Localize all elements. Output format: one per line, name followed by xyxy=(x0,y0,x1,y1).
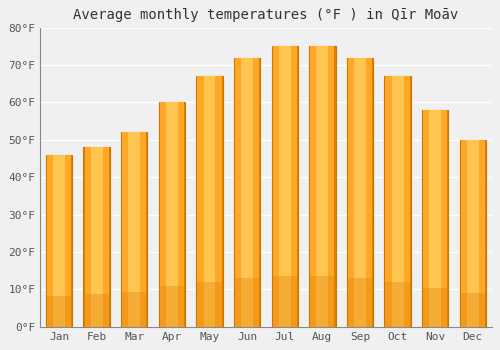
Bar xyxy=(310,46,334,327)
Bar xyxy=(122,132,146,327)
Bar xyxy=(272,46,298,327)
Bar xyxy=(348,58,372,327)
Bar xyxy=(309,46,336,327)
Bar xyxy=(347,58,373,327)
Bar xyxy=(84,147,108,327)
Bar xyxy=(467,140,479,327)
Bar xyxy=(310,276,334,327)
Bar xyxy=(354,58,366,327)
Bar xyxy=(430,110,441,327)
Bar xyxy=(279,46,290,327)
Bar xyxy=(241,58,253,327)
Bar xyxy=(235,58,259,327)
Bar xyxy=(235,278,259,327)
Bar xyxy=(423,110,448,327)
Bar xyxy=(198,282,222,327)
Bar xyxy=(423,288,448,327)
Bar xyxy=(460,293,485,327)
Bar xyxy=(160,103,184,327)
Bar xyxy=(160,286,184,327)
Bar xyxy=(166,103,178,327)
Bar xyxy=(122,292,146,327)
Bar xyxy=(47,296,71,327)
Bar xyxy=(386,76,409,327)
Bar xyxy=(386,282,409,327)
Bar xyxy=(422,110,448,327)
Bar xyxy=(460,140,486,327)
Bar xyxy=(460,140,485,327)
Bar xyxy=(234,58,260,327)
Bar xyxy=(392,76,404,327)
Bar xyxy=(196,76,222,327)
Bar xyxy=(90,147,102,327)
Bar xyxy=(204,76,216,327)
Bar xyxy=(384,76,411,327)
Bar xyxy=(272,276,297,327)
Bar xyxy=(198,76,222,327)
Bar xyxy=(53,155,65,327)
Bar xyxy=(46,155,72,327)
Bar xyxy=(47,155,71,327)
Bar xyxy=(272,46,297,327)
Bar xyxy=(316,46,328,327)
Bar xyxy=(84,294,108,327)
Bar xyxy=(121,132,148,327)
Bar xyxy=(84,147,110,327)
Bar xyxy=(128,132,140,327)
Bar xyxy=(158,103,185,327)
Bar xyxy=(348,278,372,327)
Title: Average monthly temperatures (°F ) in Qīr Moāv: Average monthly temperatures (°F ) in Qī… xyxy=(74,8,458,22)
